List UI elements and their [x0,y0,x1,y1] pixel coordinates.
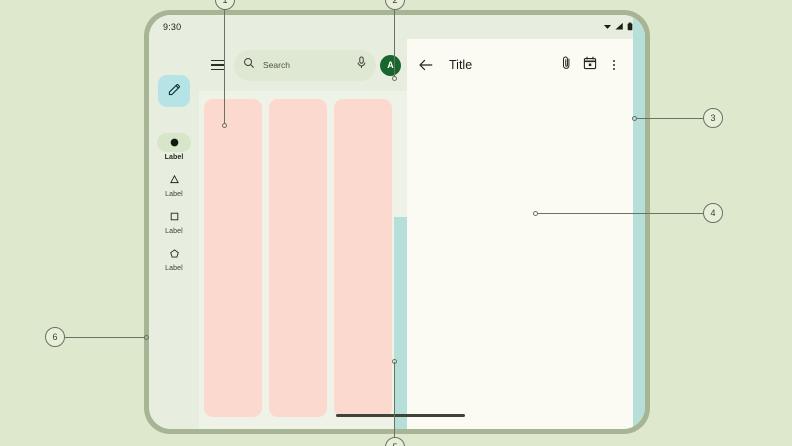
callout-4-badge: 4 [703,203,723,223]
callout-3-line [636,118,704,119]
placeholder-column-2[interactable] [269,99,327,417]
callout-5-badge: 5 [385,437,405,446]
callout-1-dot [222,123,227,128]
arrow-left-icon[interactable] [417,56,435,74]
status-time: 9:30 [163,22,182,32]
placeholder-columns [204,99,407,417]
pencil-icon [167,82,182,100]
callout-2-line [394,0,395,77]
callout-1-line [224,0,225,124]
wifi-icon [603,18,612,36]
callout-6-dot [144,335,149,340]
compose-fab-button[interactable] [158,75,190,107]
calendar-button[interactable] [578,53,602,77]
navigation-rail-items: Label Label Label [149,133,199,281]
teal-right-edge-accent [633,15,645,429]
callout-3-dot [632,116,637,121]
battery-icon [627,18,633,36]
callout-4-line [537,213,704,214]
page-title: Title [449,58,473,72]
status-icons-group [603,18,633,36]
home-gesture-bar [336,413,465,417]
sidebar-item-2[interactable]: Label [149,170,199,198]
callout-6-badge: 6 [45,327,65,347]
sidebar-item-4[interactable]: Label [149,244,199,272]
microphone-icon[interactable] [356,56,367,74]
callout-5-line [394,362,395,440]
callout-6-line [65,337,145,338]
callout-1-badge: 1 [215,0,235,10]
calendar-icon [583,56,597,75]
detail-pane: Title [407,39,633,429]
teal-divider-accent [394,217,407,429]
filled-circle-icon [157,133,191,152]
more-vertical-icon [613,60,615,70]
callout-2-badge: 2 [385,0,405,10]
device-frame: 9:30 [144,10,650,434]
placeholder-column-1[interactable] [204,99,262,417]
sidebar-item-4-label: Label [165,265,183,272]
list-pane-appbar: Search A [199,39,407,91]
triangle-icon [157,170,191,189]
signal-icon [615,18,624,36]
attachment-icon [560,55,573,75]
callout-3-badge: 3 [703,108,723,128]
attach-button[interactable] [554,53,578,77]
sidebar-item-2-label: Label [165,191,183,198]
sidebar-item-1[interactable]: Label [149,133,199,161]
callout-5-dot [392,359,397,364]
hamburger-menu-icon[interactable] [203,51,231,79]
device-screen: 9:30 [149,15,645,429]
sidebar-item-3-label: Label [165,228,183,235]
callout-4-dot [533,211,538,216]
more-options-button[interactable] [602,53,626,77]
detail-pane-appbar: Title [407,39,633,91]
search-icon [243,56,255,74]
search-input[interactable]: Search [234,49,376,81]
sidebar-item-1-label: Label [164,154,184,161]
list-pane [199,91,407,429]
sidebar-item-3[interactable]: Label [149,207,199,235]
callout-2-dot [392,76,397,81]
navigation-rail: Label Label Label [149,39,199,429]
pentagon-icon [157,244,191,263]
status-bar: 9:30 [149,15,645,39]
placeholder-column-3[interactable] [334,99,392,417]
avatar[interactable]: A [380,54,401,76]
square-icon [157,207,191,226]
search-placeholder-text: Search [263,60,290,70]
